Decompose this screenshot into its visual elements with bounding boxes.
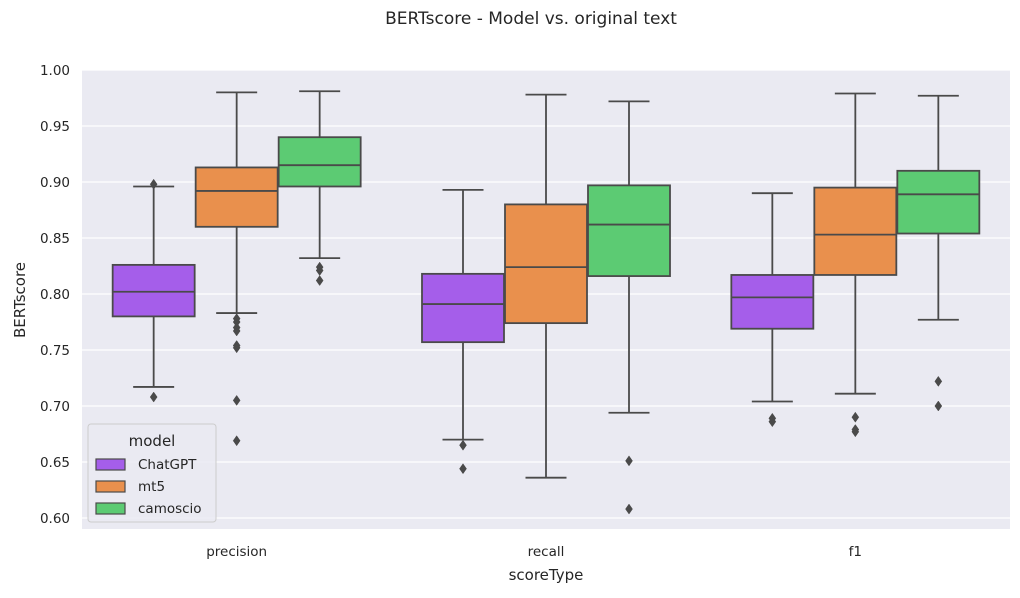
box-iqr [730, 274, 815, 330]
box-iqr [896, 169, 981, 235]
outlier-point [851, 426, 860, 438]
box-iqr [111, 263, 196, 318]
outlier-point [625, 455, 633, 467]
y-tick-label: 0.80 [40, 287, 70, 303]
outlier-point [459, 439, 467, 451]
legend-items: ChatGPT mt5 camoscio [95, 457, 202, 517]
outlier-point [232, 342, 241, 354]
box-ChatGPT-precision [111, 178, 196, 403]
outlier-point [934, 400, 943, 412]
y-tick-label: 1.00 [40, 63, 70, 79]
outlier-point [851, 411, 860, 423]
chart-title: BERTscore - Model vs. original text [385, 9, 677, 29]
legend-label: mt5 [138, 479, 165, 495]
box-mt5-precision [194, 91, 279, 447]
legend-title: model [129, 432, 176, 450]
legend-frame [87, 423, 217, 523]
y-tick-label: 0.90 [40, 175, 70, 191]
x-tick-label: f1 [849, 544, 862, 560]
outlier-point [232, 435, 241, 447]
outlier-point [149, 178, 158, 190]
box-iqr [504, 203, 588, 325]
legend-swatch [95, 458, 126, 471]
box-iqr [587, 184, 671, 277]
box-iqr [813, 186, 898, 276]
y-tick-label: 0.95 [40, 119, 70, 135]
y-tick-label: 0.75 [40, 343, 70, 359]
x-tick-labels: precision recall f1 [206, 544, 862, 560]
box-iqr [194, 166, 279, 228]
legend-label: camoscio [138, 501, 202, 517]
box-ChatGPT-f1 [730, 192, 815, 428]
outlier-point [315, 275, 324, 286]
outlier-point [625, 503, 633, 515]
outlier-point [232, 394, 241, 406]
y-tick-label: 0.65 [40, 455, 70, 471]
box-mt5-recall [504, 93, 588, 479]
legend-swatch [95, 502, 126, 515]
box-camoscio-recall [587, 100, 671, 515]
box-mt5-f1 [813, 92, 898, 438]
x-tick-label: recall [528, 544, 565, 560]
y-tick-label: 0.85 [40, 231, 70, 247]
x-axis-label: scoreType [509, 566, 584, 584]
outlier-point [459, 463, 467, 475]
y-tick-label: 0.60 [40, 511, 70, 527]
y-tick-labels: 0.60 0.65 0.70 0.75 0.80 0.85 0.90 0.95 1.00 [40, 63, 70, 527]
box-iqr [277, 136, 362, 188]
outlier-point [149, 391, 158, 403]
box-camoscio-f1 [896, 94, 981, 412]
outlier-point [934, 375, 943, 387]
outlier-point [232, 325, 241, 337]
legend-swatch [95, 480, 126, 493]
legend-label: ChatGPT [138, 457, 197, 473]
box-camoscio-precision [277, 90, 362, 286]
y-tick-label: 0.70 [40, 399, 70, 415]
box-iqr [421, 272, 505, 344]
boxplots [111, 90, 981, 515]
x-tick-label: precision [206, 544, 267, 560]
y-axis-label: BERTscore [11, 262, 29, 338]
outlier-point [768, 416, 777, 428]
legend: model ChatGPT mt5 camoscio [87, 423, 217, 523]
box-ChatGPT-recall [421, 188, 505, 475]
